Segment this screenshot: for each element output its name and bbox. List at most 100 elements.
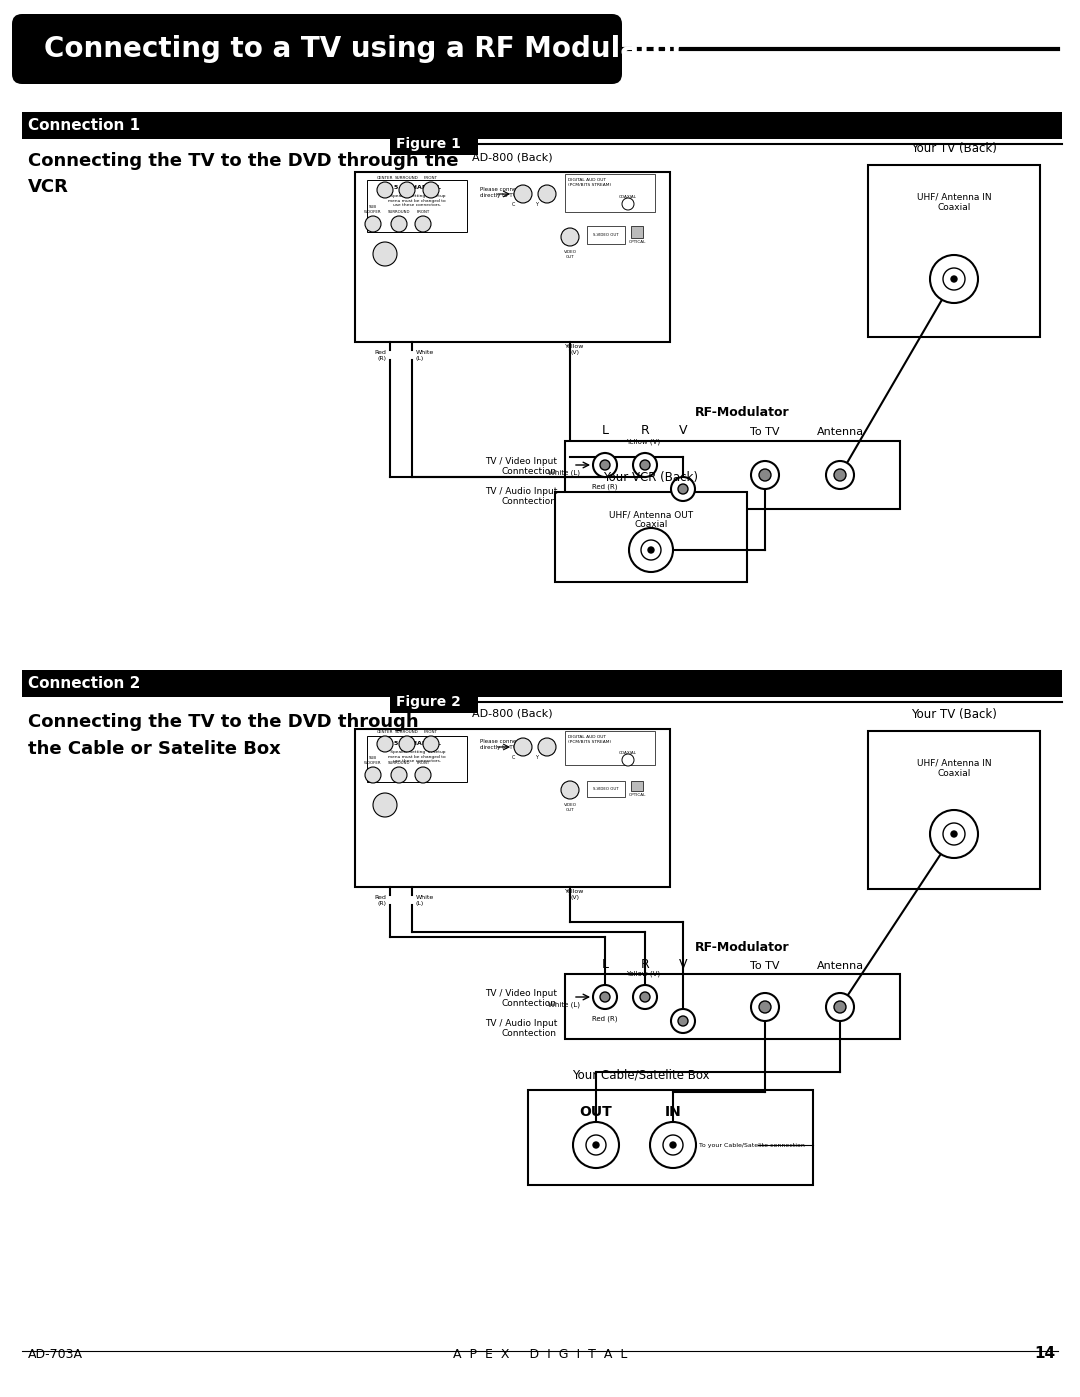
Text: RF-Modulator: RF-Modulator xyxy=(696,407,789,419)
Text: Your TV (Back): Your TV (Back) xyxy=(912,708,997,721)
Text: DIGITAL AUD OUT
(PCM/BITS STREAM): DIGITAL AUD OUT (PCM/BITS STREAM) xyxy=(568,177,611,187)
Text: the Cable or Satelite Box: the Cable or Satelite Box xyxy=(28,740,281,759)
Circle shape xyxy=(600,992,610,1002)
Text: Connection 1: Connection 1 xyxy=(28,119,140,134)
Text: S-VIDEO OUT: S-VIDEO OUT xyxy=(593,233,619,237)
Text: V: V xyxy=(678,958,687,971)
Text: AD-800 (Back): AD-800 (Back) xyxy=(472,710,553,719)
Text: Please connect
directly to TV: Please connect directly to TV xyxy=(480,739,522,750)
Circle shape xyxy=(600,460,610,469)
Text: SUB
WOOFER: SUB WOOFER xyxy=(364,205,381,214)
Bar xyxy=(367,180,467,232)
Text: L: L xyxy=(602,958,608,971)
Text: Red (R): Red (R) xyxy=(592,1016,618,1021)
Text: FRONT: FRONT xyxy=(424,176,438,180)
Text: C: C xyxy=(511,754,515,760)
Circle shape xyxy=(391,217,407,232)
Circle shape xyxy=(373,793,397,817)
Circle shape xyxy=(640,460,650,469)
Circle shape xyxy=(650,1122,696,1168)
Bar xyxy=(868,731,1040,888)
Text: OUT: OUT xyxy=(580,1105,612,1119)
Text: RF-Modulator: RF-Modulator xyxy=(696,942,789,954)
Circle shape xyxy=(930,256,978,303)
Circle shape xyxy=(670,1141,676,1148)
Circle shape xyxy=(593,1141,599,1148)
Circle shape xyxy=(622,198,634,210)
Circle shape xyxy=(648,548,654,553)
Text: V: V xyxy=(678,425,687,437)
Bar xyxy=(868,165,1040,337)
Bar xyxy=(528,1090,813,1185)
Circle shape xyxy=(399,182,415,198)
Text: Red
(R): Red (R) xyxy=(374,351,386,360)
Circle shape xyxy=(826,993,854,1021)
Bar xyxy=(355,172,670,342)
Circle shape xyxy=(834,1002,846,1013)
Text: Figure 2: Figure 2 xyxy=(396,694,461,710)
Text: SURROUND: SURROUND xyxy=(395,176,419,180)
Text: Figure 1: Figure 1 xyxy=(396,137,461,151)
Text: VIDEO
OUT: VIDEO OUT xyxy=(564,803,577,812)
Circle shape xyxy=(930,810,978,858)
Circle shape xyxy=(642,541,661,560)
Circle shape xyxy=(561,781,579,799)
Text: CENTER: CENTER xyxy=(377,176,393,180)
Bar xyxy=(565,441,900,509)
Text: UHF/ Antenna IN
Coaxial: UHF/ Antenna IN Coaxial xyxy=(917,759,991,778)
Circle shape xyxy=(759,1002,771,1013)
Bar xyxy=(390,692,478,712)
Text: SURROUND: SURROUND xyxy=(388,210,410,214)
Circle shape xyxy=(365,767,381,782)
Text: Yellow (V): Yellow (V) xyxy=(626,971,660,977)
Circle shape xyxy=(751,461,779,489)
Circle shape xyxy=(622,754,634,766)
Circle shape xyxy=(629,528,673,571)
Text: To TV: To TV xyxy=(751,961,780,971)
Circle shape xyxy=(633,453,657,476)
Bar xyxy=(355,729,670,887)
Text: COAXIAL: COAXIAL xyxy=(619,196,637,198)
Text: UHF/ Antenna OUT
Coaxial: UHF/ Antenna OUT Coaxial xyxy=(609,510,693,529)
Text: Yellow
(V): Yellow (V) xyxy=(565,888,584,900)
Text: White (L): White (L) xyxy=(548,1002,580,1009)
Text: White (L): White (L) xyxy=(548,469,580,476)
Text: SURROUND: SURROUND xyxy=(395,731,419,733)
Text: Y: Y xyxy=(536,754,539,760)
Circle shape xyxy=(538,738,556,756)
Text: Antenna: Antenna xyxy=(816,961,864,971)
Circle shape xyxy=(633,985,657,1009)
Text: Your VCR (Back): Your VCR (Back) xyxy=(604,471,699,483)
Circle shape xyxy=(663,1134,683,1155)
Text: Yellow
(V): Yellow (V) xyxy=(565,344,584,355)
Circle shape xyxy=(514,184,532,203)
Circle shape xyxy=(399,736,415,752)
Text: FRONT: FRONT xyxy=(424,731,438,733)
Text: OPTICAL: OPTICAL xyxy=(629,240,646,244)
Text: Connecting the TV to the DVD through: Connecting the TV to the DVD through xyxy=(28,712,419,731)
Circle shape xyxy=(951,831,957,837)
Text: Antenna: Antenna xyxy=(816,427,864,437)
Text: Your TV (Back): Your TV (Back) xyxy=(912,142,997,155)
Text: AD-800 (Back): AD-800 (Back) xyxy=(472,152,553,162)
Text: VCR: VCR xyxy=(28,177,69,196)
Text: FRONT: FRONT xyxy=(417,761,430,766)
Circle shape xyxy=(640,992,650,1002)
Bar xyxy=(367,736,467,782)
Text: S-VIDEO OUT: S-VIDEO OUT xyxy=(593,787,619,791)
Text: 'Speaker Setting' in setup
menu must be changed to
use these connectors.: 'Speaker Setting' in setup menu must be … xyxy=(388,194,446,207)
Bar xyxy=(588,226,625,244)
Circle shape xyxy=(538,184,556,203)
Circle shape xyxy=(593,985,617,1009)
Text: Red
(R): Red (R) xyxy=(374,895,386,905)
Circle shape xyxy=(593,453,617,476)
Text: Yellow (V): Yellow (V) xyxy=(626,439,660,446)
Circle shape xyxy=(573,1122,619,1168)
Text: Please connect
directly to TV: Please connect directly to TV xyxy=(480,187,522,198)
Circle shape xyxy=(834,469,846,481)
Text: Connecting to a TV using a RF Modulator: Connecting to a TV using a RF Modulator xyxy=(44,35,685,63)
FancyBboxPatch shape xyxy=(12,14,622,84)
Text: AD-703A: AD-703A xyxy=(28,1348,83,1361)
Text: Connecting the TV to the DVD through the: Connecting the TV to the DVD through the xyxy=(28,152,459,170)
Text: TV / Audio Input
Conntection: TV / Audio Input Conntection xyxy=(485,488,557,506)
